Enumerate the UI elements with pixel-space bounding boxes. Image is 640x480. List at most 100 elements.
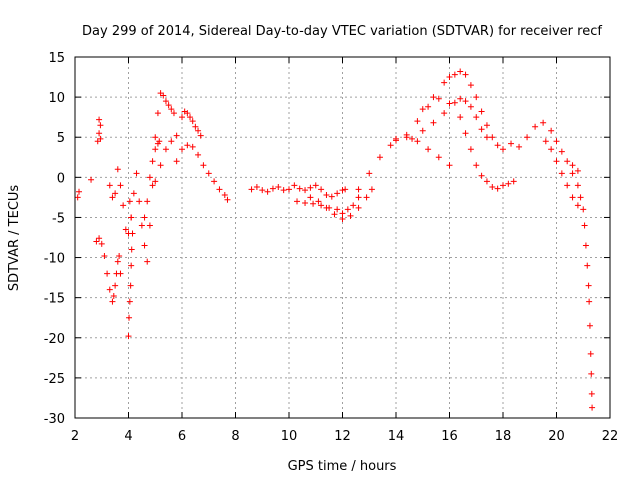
series-s19 [494,119,581,174]
data-point [334,190,341,197]
data-point [582,242,589,249]
data-point [221,191,228,198]
data-point [587,350,594,357]
data-point [478,172,485,179]
data-point [97,122,104,129]
data-point [457,68,464,75]
grid [75,57,610,418]
data-point [462,71,469,78]
data-point [564,158,571,165]
data-point [451,71,458,78]
data-point [149,158,156,165]
data-point [165,102,172,109]
data-point [128,214,135,221]
data-point [347,212,354,219]
y-tick-label: -10 [44,252,65,267]
data-point [494,142,501,149]
data-point [505,180,512,187]
x-tick-label: 12 [334,429,351,444]
data-point [74,194,81,201]
data-point [419,127,426,134]
data-point [211,178,218,185]
data-point [173,132,180,139]
data-point [393,135,399,142]
series-s10 [152,108,204,185]
chart-title: Day 299 of 2014, Sidereal Day-to-day VTE… [82,24,602,39]
data-point [540,119,547,126]
data-point [138,222,145,229]
data-point [101,252,108,259]
data-point [581,222,588,229]
data-point [366,170,373,177]
data-point [133,170,140,177]
data-point [500,146,506,153]
data-point [323,204,330,211]
data-point [116,252,123,259]
data-point [184,110,191,117]
data-point [457,114,464,121]
x-axis-label: GPS time / hours [288,459,397,474]
data-point [574,182,581,189]
data-point [446,162,453,169]
data-point [286,186,292,193]
data-point [112,190,119,197]
data-point [344,206,351,213]
series-s7 [125,170,156,265]
data-point [76,188,83,195]
data-point [310,200,317,207]
data-point [462,98,469,105]
data-point [307,194,314,201]
data-point [516,143,523,150]
data-point [106,286,113,293]
data-point [548,127,555,134]
data-point [253,183,260,190]
data-point [106,182,113,189]
data-point [152,134,159,141]
data-point [128,262,135,269]
data-point [462,130,469,137]
data-point [500,182,506,189]
data-point [114,166,121,173]
series-s13 [294,194,362,217]
data-point [88,176,95,183]
series-s5 [106,166,129,233]
data-point [126,298,133,305]
series-s21 [569,170,596,411]
y-axis-ticks: -30 -25 -20 -15 -10 -5 0 5 10 15 [44,51,610,427]
data-point [435,154,442,161]
data-point [368,186,375,193]
data-point [489,134,496,141]
data-point [588,390,595,397]
data-point [141,214,148,221]
data-point [312,182,319,189]
data-point [189,118,196,125]
data-point [187,114,194,121]
data-point [419,106,426,113]
data-point [483,134,490,141]
x-axis-ticks: 2 4 6 8 10 12 14 16 18 20 22 [71,57,618,444]
y-tick-label: -30 [44,412,65,427]
y-tick-label: -25 [44,372,65,387]
x-tick-label: 16 [441,429,458,444]
x-tick-label: 22 [602,429,619,444]
data-point [302,187,309,194]
data-point [114,258,121,265]
data-point [195,151,202,158]
y-tick-label: -15 [44,292,65,307]
data-point [296,185,303,192]
series-s20 [542,138,581,209]
data-point [146,174,153,181]
data-point [489,183,496,190]
data-point [584,262,591,269]
data-point [524,134,531,141]
data-point [117,270,124,277]
data-point [483,122,490,129]
data-point [588,370,595,377]
data-point [259,187,266,194]
x-tick-label: 10 [281,429,298,444]
data-point [467,103,474,110]
data-point [339,187,346,194]
data-point [430,119,437,126]
data-point [280,187,287,194]
